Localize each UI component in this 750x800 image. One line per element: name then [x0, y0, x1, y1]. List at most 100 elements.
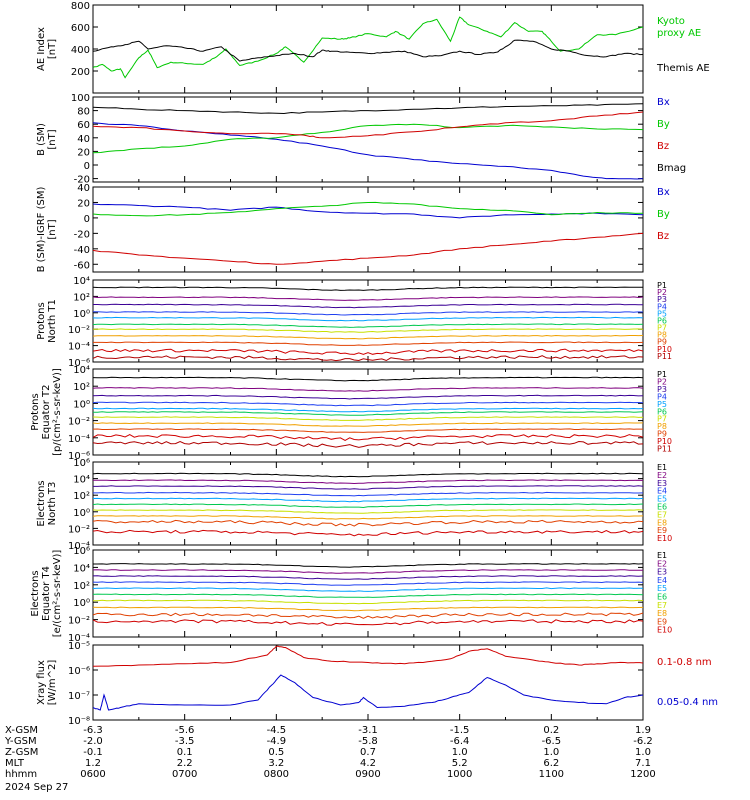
- legend-entry: E5: [657, 584, 667, 593]
- ephemeris-value: -6.2: [633, 736, 653, 747]
- y-tick-label: 10⁻⁵: [68, 641, 90, 652]
- y-tick-label: 10²: [73, 382, 90, 393]
- panel-pn: 10⁴ 10² 10⁰ 10⁻² 10⁻⁴ 10⁻⁶ ProtonsNorth T1 P1P2…: [36, 276, 672, 369]
- series-line-E2: [93, 479, 643, 485]
- panel-frame: [92, 186, 644, 273]
- ephemeris-value: 0.2: [543, 725, 559, 736]
- legend-entry: Bz: [657, 231, 669, 242]
- series-line-Bz: [93, 232, 643, 265]
- legend-entry: P7: [657, 415, 667, 424]
- series-line-E3: [93, 485, 643, 490]
- ephemeris-row-label: X-GSM: [5, 725, 38, 736]
- legend-entry: P1: [657, 370, 667, 379]
- y-tick-label: 100: [71, 93, 90, 104]
- legend-entry: E7: [657, 601, 667, 610]
- series-line-E8: [93, 515, 643, 520]
- legend-entry: Themis AE: [656, 63, 710, 74]
- series-line-P1: [93, 286, 643, 291]
- legend-entry: E1: [657, 463, 667, 472]
- y-axis-title: ProtonsNorth T1: [36, 299, 58, 343]
- legend-entry: P4: [657, 302, 667, 311]
- panel-frame: [92, 4, 644, 94]
- y-tick-label: 10⁻²: [68, 325, 90, 336]
- ephemeris-value: 0.5: [268, 747, 284, 758]
- y-tick-label: 40: [77, 183, 90, 194]
- legend-entry: E7: [657, 510, 667, 519]
- legend-entry: 0.05-0.4 nm: [657, 697, 718, 708]
- y-tick-label: 60: [77, 120, 90, 131]
- ephemeris-value: 5.2: [452, 758, 468, 769]
- y-tick-label: 10⁰: [73, 399, 90, 410]
- legend-entry: P8: [657, 331, 667, 340]
- y-tick-label: 400: [71, 45, 90, 56]
- legend-entry: E3: [657, 568, 667, 577]
- ephemeris-value: 1.0: [452, 747, 468, 758]
- series-line-P6: [93, 323, 643, 328]
- legend-entry: P6: [657, 407, 667, 416]
- series-line-P1: [93, 376, 643, 382]
- plot-date: 2024 Sep 27: [5, 782, 68, 793]
- legend-entry: E9: [657, 617, 667, 626]
- series-line-P9: [93, 341, 643, 346]
- ephemeris-value: 2.2: [177, 758, 193, 769]
- series-line-0-1-0-8-nm: [93, 645, 643, 667]
- series-line-E1: [93, 472, 643, 478]
- series-line-E5: [93, 587, 643, 592]
- ephemeris-value: 0900: [355, 769, 380, 780]
- legend-entry: E10: [657, 534, 672, 543]
- y-tick-label: 0: [84, 161, 90, 172]
- y-tick-label: 800: [71, 1, 90, 12]
- y-tick-label: 10⁻⁷: [68, 691, 90, 702]
- ephemeris-value: 1.0: [635, 747, 651, 758]
- series-line-By: [93, 201, 643, 217]
- ephemeris-value: 0600: [80, 769, 105, 780]
- ephemeris-value: -3.1: [358, 725, 378, 736]
- series-line-P4: [93, 311, 643, 316]
- ephemeris-value: -2.0: [83, 736, 103, 747]
- ephemeris-value: 1.0: [543, 747, 559, 758]
- legend-entry: P1: [657, 281, 667, 290]
- y-tick-label: 10⁴: [73, 563, 90, 574]
- y-tick-label: 10⁻⁶: [68, 666, 90, 677]
- y-axis-title: AE Index[nT]: [36, 27, 58, 71]
- legend-entry: E3: [657, 479, 667, 488]
- ephemeris-row-label: Y-GSM: [4, 736, 37, 747]
- series-line-Themis-AE: [93, 39, 643, 62]
- y-tick-label: 10⁴: [73, 365, 90, 376]
- legend-entry: Kyoto: [657, 16, 685, 27]
- series-line-P11: [93, 440, 643, 448]
- panel-frame: [92, 461, 644, 546]
- ephemeris-value: -6.3: [83, 725, 103, 736]
- legend-entry: Bx: [657, 97, 670, 108]
- legend-entry: proxy AE: [657, 28, 701, 39]
- y-tick-label: 10²: [73, 581, 90, 592]
- series-line-E5: [93, 497, 643, 503]
- ephemeris-value: 0.7: [360, 747, 376, 758]
- y-tick-label: 10⁴: [73, 475, 90, 486]
- series-line-P3: [93, 394, 643, 400]
- panel-xray: 10⁻⁵ 10⁻⁶ 10⁻⁷ 10⁻⁸ Xray flux[W/m^2] 0.1-0.8 …: [36, 641, 718, 727]
- legend-entry: P6: [657, 316, 667, 325]
- y-tick-label: 80: [77, 107, 90, 118]
- legend-entry: P10: [657, 437, 672, 446]
- series-line-E8: [93, 606, 643, 612]
- y-tick-label: 10⁰: [73, 508, 90, 519]
- ephemeris-value: 4.2: [360, 758, 376, 769]
- ephemeris-value: 1000: [447, 769, 472, 780]
- legend-entry: P4: [657, 392, 667, 401]
- y-tick-label: 10⁰: [73, 309, 90, 320]
- series-line-Bz: [93, 111, 643, 139]
- legend-entry: P3: [657, 295, 667, 304]
- panel-frame: [92, 644, 644, 721]
- series-line-E10: [93, 529, 643, 537]
- ephemeris-value: 7.1: [635, 758, 651, 769]
- ephemeris-value: -5.6: [175, 725, 195, 736]
- y-tick-label: 10⁻⁴: [68, 434, 90, 445]
- series-line-Bx: [93, 203, 643, 219]
- ephemeris-value: -6.4: [450, 736, 470, 747]
- y-tick-label: 200: [71, 67, 90, 78]
- y-tick-label: 0: [84, 214, 90, 225]
- legend-entry: P11: [657, 445, 672, 454]
- y-tick-label: 20: [77, 147, 90, 158]
